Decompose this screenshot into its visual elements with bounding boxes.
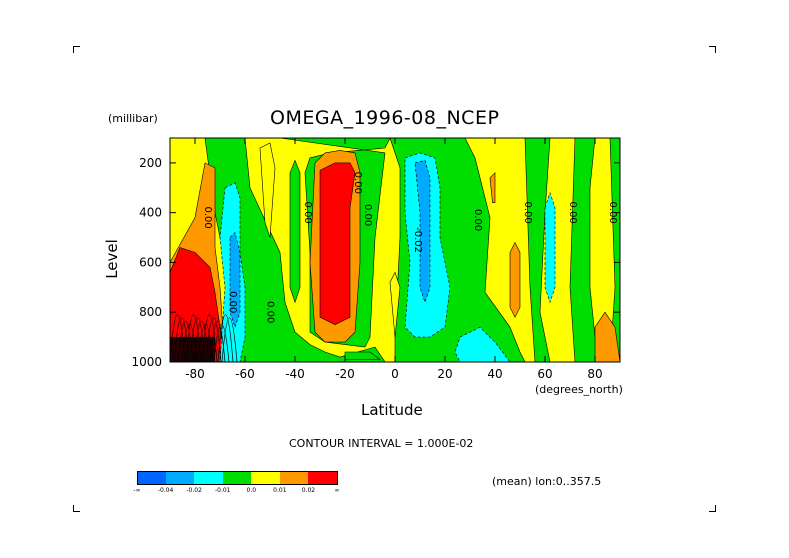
x-tick-label: 60 — [537, 367, 552, 381]
contour-label: 0.00 — [202, 207, 213, 229]
contour-interval-note: CONTOUR INTERVAL = 1.000E-02 — [289, 437, 474, 450]
colorbar-label: -∞ — [133, 487, 141, 494]
contour-line-dense — [221, 317, 238, 363]
contour-label: -0.02 — [412, 227, 423, 253]
region-cyan-north — [454, 326, 511, 363]
region-orange-north — [509, 241, 521, 318]
contour-line-dense — [217, 314, 234, 363]
x-tick-label: 80 — [587, 367, 602, 381]
colorbar-label: ∞ — [334, 487, 340, 494]
dense-contour-fill — [170, 337, 215, 362]
colorbar-label: -0.04 — [157, 487, 174, 494]
corner-mark-bottom-right — [709, 505, 716, 512]
region-cyan-north2 — [544, 191, 556, 304]
corner-mark-bottom-left — [73, 505, 80, 512]
x-tick-label: -60 — [235, 367, 255, 381]
region-yellow-south — [259, 142, 276, 238]
contour-label: 0.00 — [472, 209, 483, 231]
y-tick-label: 800 — [139, 305, 162, 319]
y-unit-label: (millibar) — [108, 112, 158, 125]
contour-line-dense — [213, 324, 230, 363]
x-tick-label: -20 — [335, 367, 355, 381]
y-tick-label: 200 — [139, 156, 162, 170]
contour-label: 0.00 — [567, 202, 578, 224]
region-red-central — [319, 162, 356, 326]
contour-label: 0.00 — [607, 202, 618, 224]
corner-mark-top-right — [709, 46, 716, 53]
contour-label: 0.00 — [227, 291, 238, 313]
y-tick-label: 600 — [139, 255, 162, 269]
x-tick-label: 0 — [391, 367, 399, 381]
y-axis-title: Level — [102, 239, 121, 279]
mean-longitude-note: (mean) lon:0..357.5 — [492, 475, 602, 488]
contour-label: 0.00 — [302, 202, 313, 224]
x-axis-title: Latitude — [361, 401, 423, 419]
region-yellow-equator — [389, 271, 401, 338]
colorbar-label: 0.01 — [273, 487, 287, 494]
colorbar-label: -0.02 — [186, 487, 202, 494]
x-tick-label: 20 — [437, 367, 452, 381]
y-tick-label: 400 — [139, 206, 162, 220]
x-tick-label: 40 — [487, 367, 502, 381]
colorbar-label: 0.0 — [246, 487, 257, 494]
y-tick-label: 1000 — [131, 355, 162, 369]
contour-label: 0.00 — [265, 301, 276, 323]
region-blue-south — [229, 232, 241, 329]
corner-mark-top-left — [73, 46, 80, 53]
x-tick-label: -40 — [285, 367, 305, 381]
colorbar: -∞ -0.04 -0.02 -0.01 0.0 0.01 0.02 ∞ — [133, 471, 340, 496]
region-green-mid-north — [524, 137, 551, 363]
contour-label: 0.00 — [362, 204, 373, 226]
x-axis-unit: (degrees_north) — [535, 383, 623, 396]
chart-title: OMEGA_1996-08_NCEP — [270, 107, 500, 129]
region-orange-spot — [489, 172, 496, 203]
x-tick-label: -80 — [185, 367, 205, 381]
colorbar-label: -0.01 — [214, 487, 231, 494]
colorbar-label: 0.02 — [301, 487, 316, 494]
contour-label: 0.00 — [352, 172, 363, 194]
region-green-southmid — [289, 159, 301, 304]
region-blue-tropics — [414, 160, 431, 304]
contour-label: 0.00 — [522, 202, 533, 224]
colorbar-frame — [137, 471, 338, 485]
